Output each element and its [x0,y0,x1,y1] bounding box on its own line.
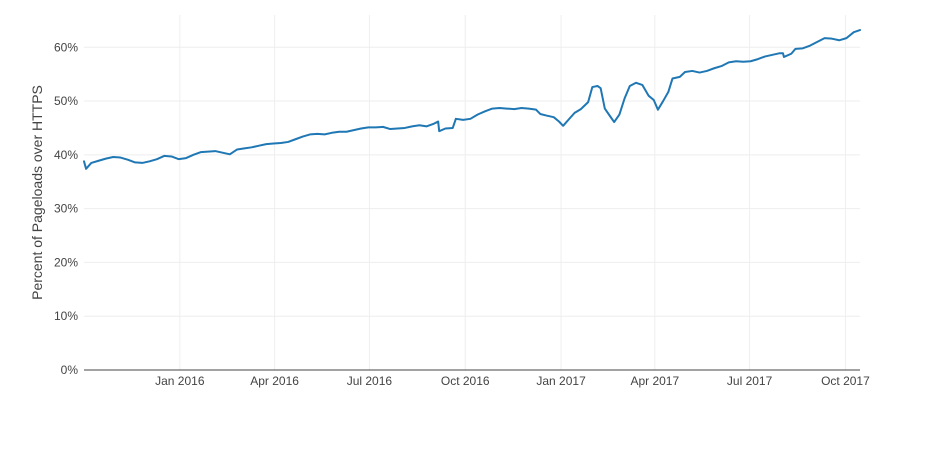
x-tick-label: Oct 2017 [821,374,870,388]
y-tick-label: 30% [54,202,78,216]
y-tick-label: 40% [54,148,78,162]
x-tick-label: Oct 2016 [441,374,490,388]
y-axis-ticks: 0% 10% 20% 30% 40% 50% 60% [54,40,78,377]
x-tick-label: Jul 2017 [727,374,773,388]
y-tick-label: 0% [61,363,79,377]
y-tick-label: 50% [54,94,78,108]
x-tick-label: Jan 2016 [155,374,205,388]
https-share-series-line [83,29,861,170]
y-tick-label: 10% [54,309,78,323]
y-tick-label: 20% [54,255,78,269]
y-axis-title: Percent of Pageloads over HTTPS [29,85,45,300]
x-axis-ticks: Jan 2016 Apr 2016 Jul 2016 Oct 2016 Jan 2017… [155,374,870,388]
x-tick-label: Apr 2016 [250,374,299,388]
x-tick-label: Jul 2016 [347,374,393,388]
gridlines [84,15,860,370]
x-tick-label: Apr 2017 [630,374,679,388]
y-tick-label: 60% [54,40,78,54]
x-tick-label: Jan 2017 [536,374,586,388]
data-series [83,29,861,170]
